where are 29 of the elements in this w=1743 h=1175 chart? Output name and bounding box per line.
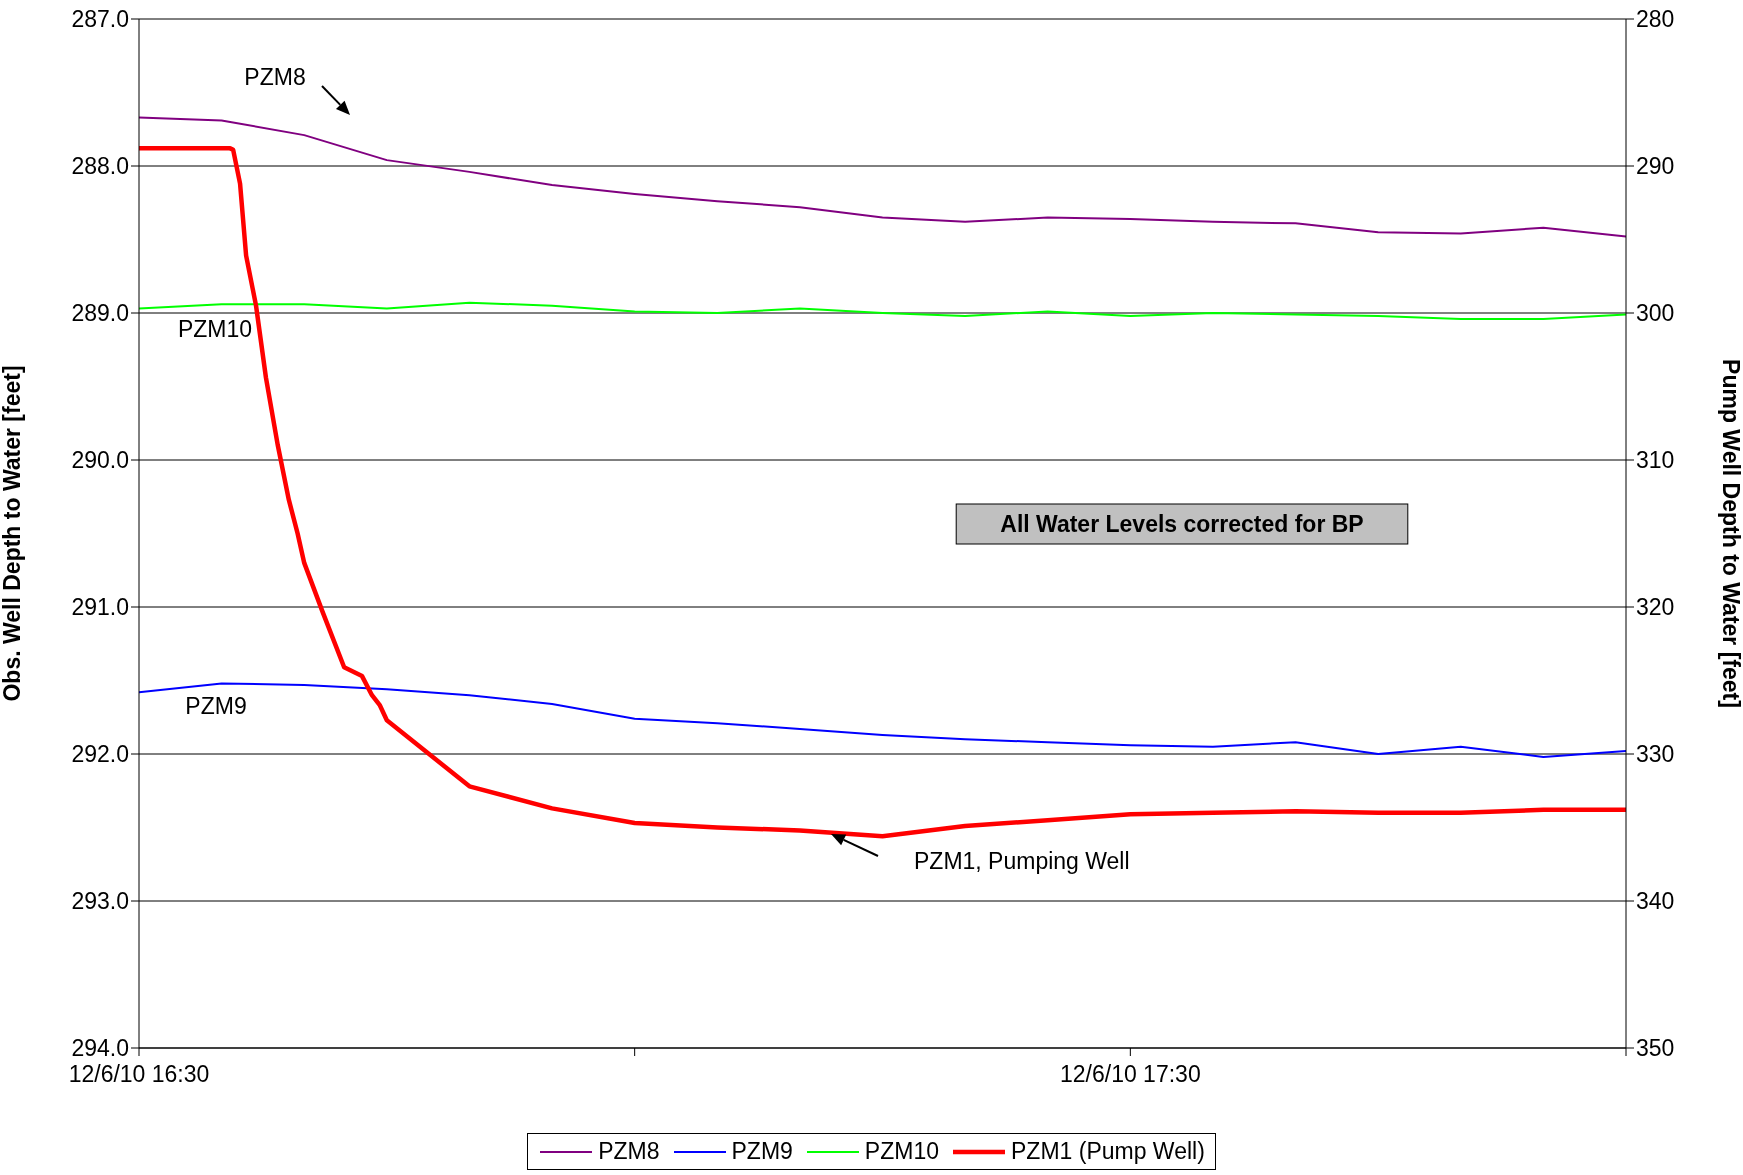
annotation: PZM1, Pumping Well (914, 848, 1130, 874)
y-tick-label: 287.0 (71, 6, 129, 33)
y-axis-title: Obs. Well Depth to Water [feet] (0, 365, 26, 702)
y2-tick-label: 280 (1636, 6, 1675, 33)
y-tick-label: 288.0 (71, 153, 129, 180)
y2-tick-label: 300 (1636, 300, 1675, 327)
y2-tick-label: 330 (1636, 741, 1675, 768)
y2-tick-label: 310 (1636, 447, 1675, 474)
x-tick-label: 12/6/10 16:30 (68, 1061, 210, 1088)
legend-label: PZM9 (731, 1138, 793, 1165)
x-tick-label: 12/6/10 17:30 (1059, 1061, 1201, 1088)
annotation: PZM8 (244, 64, 306, 90)
legend-label: PZM1 (Pump Well) (1011, 1138, 1205, 1165)
y-tick-label: 293.0 (71, 888, 129, 915)
y-tick-label: 291.0 (71, 594, 129, 621)
y-tick-label: 294.0 (71, 1035, 129, 1062)
y2-axis-title: Pump Well Depth to Water [feet] (1717, 359, 1743, 708)
y-tick-label: 290.0 (71, 447, 129, 474)
legend-label: PZM8 (598, 1138, 660, 1165)
y2-tick-label: 290 (1636, 153, 1675, 180)
annotation: All Water Levels corrected for BP (1000, 511, 1364, 537)
annotation: PZM10 (177, 316, 253, 342)
y2-tick-label: 350 (1636, 1035, 1675, 1062)
y-tick-label: 292.0 (71, 741, 129, 768)
annotation: PZM9 (185, 693, 247, 719)
y2-tick-label: 340 (1636, 888, 1675, 915)
legend-label: PZM10 (864, 1138, 939, 1165)
y2-tick-label: 320 (1636, 594, 1675, 621)
y-tick-label: 289.0 (71, 300, 129, 327)
